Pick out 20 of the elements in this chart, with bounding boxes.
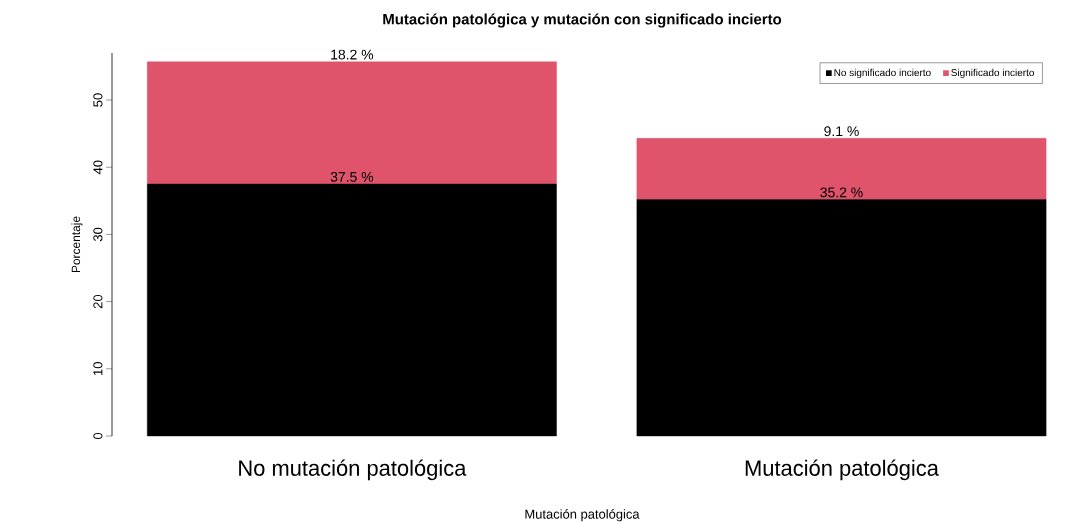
legend-label: No significado incierto bbox=[834, 68, 931, 79]
y-tick-label: 10 bbox=[93, 362, 103, 376]
bar bbox=[636, 138, 1047, 200]
y-tick-label: 20 bbox=[93, 294, 103, 309]
bar bbox=[147, 61, 557, 185]
y-tick-label: 50 bbox=[93, 93, 103, 107]
legend-label: Significado incierto bbox=[951, 68, 1034, 79]
y-axis-title: Porcentaje bbox=[71, 216, 83, 273]
y-tick-label: 0 bbox=[93, 432, 103, 440]
chart-title: Mutación patológica y mutación con significado incierto bbox=[383, 13, 782, 28]
x-tick-label: No mutación patológica bbox=[239, 459, 467, 481]
bar bbox=[147, 183, 557, 437]
data-label: 35.2 % bbox=[820, 187, 863, 198]
data-label: 9.1 % bbox=[824, 126, 859, 137]
x-axis-title: Mutación patológica bbox=[525, 509, 640, 522]
data-label: 18.2 % bbox=[331, 49, 374, 60]
y-tick-label: 30 bbox=[93, 227, 103, 242]
bar bbox=[636, 199, 1047, 437]
data-label: 37.5 % bbox=[330, 171, 374, 182]
y-tick-label: 40 bbox=[93, 160, 103, 175]
